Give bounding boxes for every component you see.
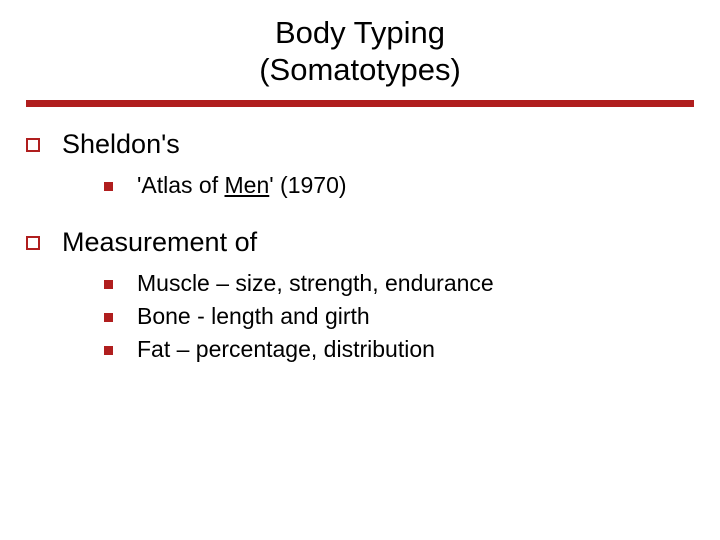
sublist-item-label: Fat – percentage, distribution xyxy=(137,336,435,363)
sublist-item-label: 'Atlas of Men' (1970) xyxy=(137,172,347,199)
sublist-item: Muscle – size, strength, endurance xyxy=(104,270,694,297)
title-block: Body Typing (Somatotypes) xyxy=(0,0,720,94)
square-filled-bullet-icon xyxy=(104,182,113,191)
sublist: 'Atlas of Men' (1970) xyxy=(26,172,694,199)
sublist-item: Fat – percentage, distribution xyxy=(104,336,694,363)
square-filled-bullet-icon xyxy=(104,280,113,289)
list-item-label: Measurement of xyxy=(62,227,257,258)
slide: Body Typing (Somatotypes) Sheldon's 'Atl… xyxy=(0,0,720,540)
sublist-item: 'Atlas of Men' (1970) xyxy=(104,172,694,199)
content-area: Sheldon's 'Atlas of Men' (1970) Measurem… xyxy=(0,107,720,363)
list-item: Measurement of xyxy=(26,227,694,258)
sublist: Muscle – size, strength, endurance Bone … xyxy=(26,270,694,363)
square-outline-bullet-icon xyxy=(26,138,40,152)
title-line-1: Body Typing xyxy=(275,15,445,50)
square-outline-bullet-icon xyxy=(26,236,40,250)
sublist-item: Bone - length and girth xyxy=(104,303,694,330)
sublist-item-label: Bone - length and girth xyxy=(137,303,370,330)
list-item: Sheldon's xyxy=(26,129,694,160)
sublist-item-label: Muscle – size, strength, endurance xyxy=(137,270,494,297)
underlined-text: Men xyxy=(225,172,270,198)
square-filled-bullet-icon xyxy=(104,313,113,322)
slide-title: Body Typing (Somatotypes) xyxy=(0,14,720,88)
title-line-2: (Somatotypes) xyxy=(259,52,461,87)
title-underline-rule xyxy=(26,100,694,107)
list-item-label: Sheldon's xyxy=(62,129,180,160)
square-filled-bullet-icon xyxy=(104,346,113,355)
